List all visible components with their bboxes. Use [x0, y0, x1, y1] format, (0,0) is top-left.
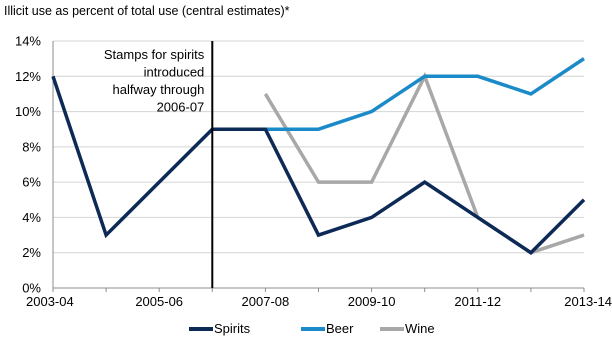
x-tick-label: 2013-14: [564, 294, 612, 309]
x-tick-label: 2011-12: [454, 294, 501, 309]
legend: Spirits Beer Wine: [189, 321, 435, 336]
x-tick-label: 2005-06: [135, 294, 183, 309]
legend-label-spirits: Spirits: [214, 321, 251, 336]
axes: 0% 2% 4% 6% 8% 10% 12% 14% 2003-04 2005-06 2007-08…: [15, 34, 612, 310]
annotation-text-line: Stamps for spirits: [104, 47, 205, 62]
legend-label-wine: Wine: [405, 321, 435, 336]
series-lines: [51, 57, 586, 255]
annotation-text-line: introduced: [144, 65, 205, 80]
grid: [53, 40, 584, 289]
x-tick-label: 2007-08: [242, 294, 290, 309]
y-tick-label: 2%: [22, 245, 41, 260]
annotation: Stamps for spirits introduced halfway thro…: [104, 41, 214, 288]
x-tick-label: 2003-04: [26, 294, 74, 309]
annotation-text-line: 2006-07: [157, 100, 205, 115]
chart-title: Illicit use as percent of total use (cen…: [4, 4, 290, 18]
series-line-spirits: [51, 75, 586, 255]
series-line-beer: [265, 57, 585, 131]
y-tick-label: 8%: [22, 139, 41, 154]
y-tick-label: 12%: [15, 69, 41, 84]
annotation-text-line: halfway through: [113, 82, 205, 97]
y-tick-label: 6%: [22, 175, 41, 190]
legend-label-beer: Beer: [326, 321, 354, 336]
y-tick-label: 0%: [22, 281, 41, 296]
x-tick-label: 2009-10: [348, 294, 396, 309]
y-tick-label: 14%: [15, 34, 41, 49]
y-tick-label: 4%: [22, 210, 41, 225]
y-tick-label: 10%: [15, 104, 41, 119]
